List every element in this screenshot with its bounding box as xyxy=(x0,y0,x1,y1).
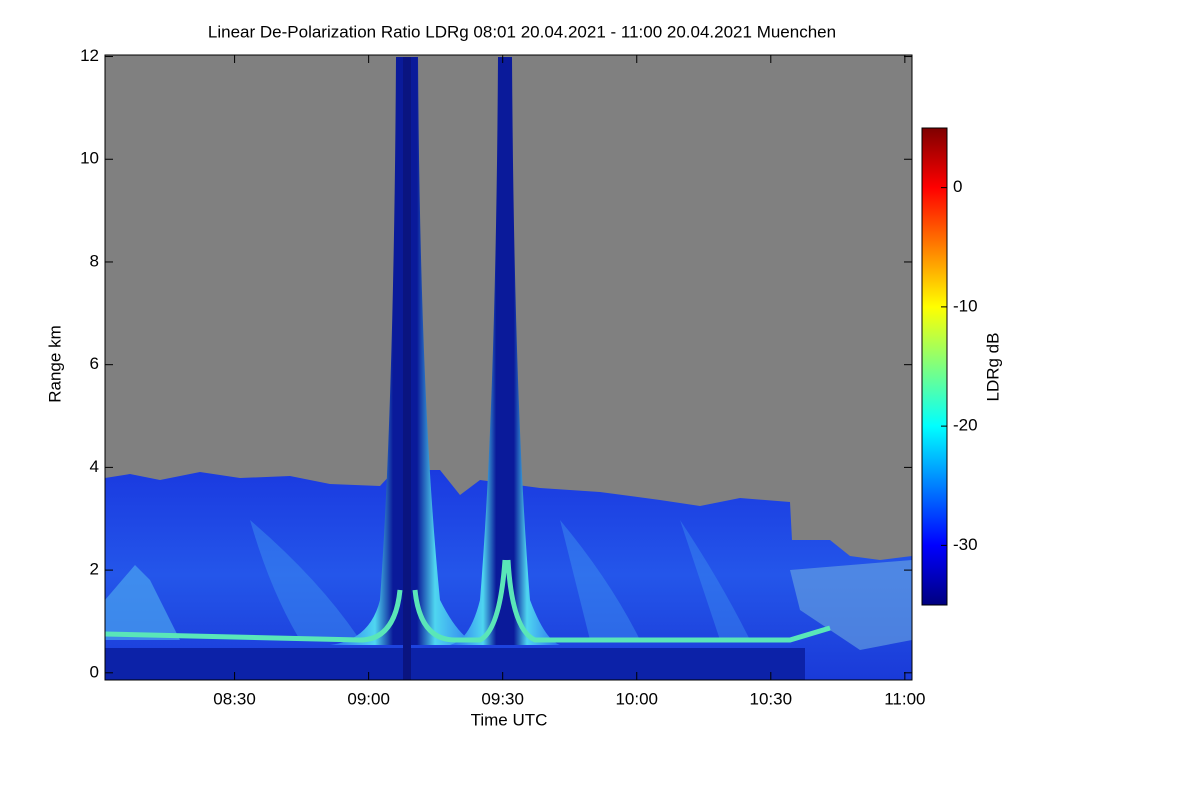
y-tick-label: 0 xyxy=(90,662,99,681)
x-tick-label: 10:30 xyxy=(750,689,793,708)
y-tick-label: 10 xyxy=(80,149,99,168)
x-tick-label: 10:00 xyxy=(615,689,658,708)
colorbar-tick-label: -30 xyxy=(953,535,978,554)
chart-title: Linear De-Polarization Ratio LDRg 08:01 … xyxy=(208,22,836,41)
y-axis-label: Range km xyxy=(45,325,64,402)
x-tick-label: 11:00 xyxy=(884,689,925,708)
colorbar xyxy=(921,127,948,606)
colorbar-tick-label: -20 xyxy=(953,416,978,435)
x-tick-label: 09:30 xyxy=(481,689,524,708)
x-tick-label: 09:00 xyxy=(347,689,390,708)
x-tick-label: 08:30 xyxy=(213,689,256,708)
plot-frame xyxy=(104,54,913,681)
y-tick-label: 6 xyxy=(90,354,99,373)
y-tick-label: 12 xyxy=(80,46,99,65)
colorbar-tick-label: -10 xyxy=(953,296,978,315)
y-tick-label: 8 xyxy=(90,251,99,270)
colorbar-tick-label: 0 xyxy=(953,177,962,196)
x-axis-label: Time UTC xyxy=(471,710,548,729)
colorbar-label: LDRg dB xyxy=(983,333,1002,402)
y-tick-label: 4 xyxy=(90,457,99,476)
heatmap-image xyxy=(104,55,912,680)
y-tick-label: 2 xyxy=(90,560,99,579)
